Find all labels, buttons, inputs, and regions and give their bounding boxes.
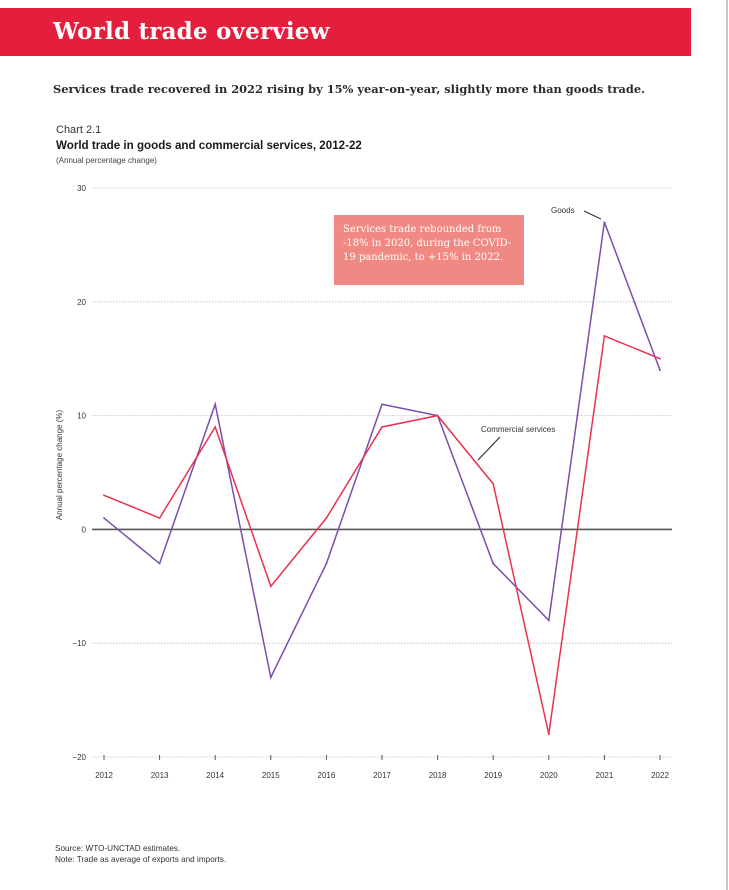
chart-title: World trade in goods and commercial serv… bbox=[56, 139, 362, 152]
chart-subtitle: (Annual percentage change) bbox=[56, 156, 157, 165]
lead-text: Services trade recovered in 2022 rising … bbox=[53, 82, 646, 96]
x-tick-label: 2014 bbox=[206, 771, 224, 780]
y-tick-label: −10 bbox=[72, 639, 86, 648]
goods-point bbox=[158, 562, 161, 565]
goods-series-label: Goods bbox=[551, 206, 575, 215]
commercial-services-point bbox=[158, 517, 161, 519]
x-tick-labels: 2012 2013 2014 2015 2016 2017 2018 2019 2020 2021… bbox=[95, 755, 669, 780]
annotation-box: Services trade rebounded from -18% in 20… bbox=[334, 215, 524, 285]
goods-point bbox=[325, 562, 328, 565]
y-tick-label: 0 bbox=[82, 525, 87, 534]
annotation-text: Services trade rebounded from -18% in 20… bbox=[343, 224, 512, 263]
commercial-services-point bbox=[214, 426, 217, 428]
page-edge bbox=[726, 0, 728, 890]
x-tick-label: 2019 bbox=[484, 771, 502, 780]
header-banner: World trade overview bbox=[0, 8, 691, 56]
y-axis-label: Annual percentage change (%) bbox=[55, 410, 64, 521]
footnote: Note: Trade as average of exports and im… bbox=[55, 855, 227, 864]
x-tick-label: 2017 bbox=[373, 771, 391, 780]
commercial-services-point bbox=[381, 426, 383, 428]
y-tick-labels: 30 20 10 0 −10 −20 bbox=[72, 184, 86, 762]
y-tick-label: 20 bbox=[77, 298, 86, 307]
commercial-services-point bbox=[659, 357, 661, 360]
goods-point bbox=[214, 403, 217, 406]
x-tick-label: 2016 bbox=[318, 771, 336, 780]
y-tick-label: −20 bbox=[72, 753, 86, 762]
commercial-services-point bbox=[547, 733, 550, 736]
commercial-services-point bbox=[103, 494, 105, 497]
services-leader-line bbox=[477, 436, 501, 461]
goods-line bbox=[103, 221, 661, 680]
commercial-services-point bbox=[492, 482, 495, 485]
series-lines bbox=[103, 221, 661, 736]
commercial-services-point bbox=[325, 517, 328, 519]
goods-point bbox=[603, 221, 606, 224]
x-tick-label: 2021 bbox=[596, 771, 614, 780]
commercial-services-line bbox=[103, 334, 661, 735]
y-tick-label: 30 bbox=[77, 184, 86, 193]
services-series-label: Commercial services bbox=[481, 425, 555, 434]
goods-leader-line bbox=[583, 210, 602, 220]
x-tick-label: 2013 bbox=[151, 771, 169, 780]
goods-point bbox=[269, 676, 272, 679]
page-title: World trade overview bbox=[53, 18, 330, 45]
y-tick-label: 10 bbox=[77, 412, 86, 421]
gridlines bbox=[92, 187, 672, 758]
goods-point bbox=[381, 403, 383, 406]
source-note: Source: WTO-UNCTAD estimates. bbox=[55, 844, 181, 853]
x-tick-label: 2020 bbox=[540, 771, 558, 780]
commercial-services-point bbox=[436, 414, 439, 417]
x-tick-label: 2015 bbox=[262, 771, 280, 780]
x-tick-label: 2022 bbox=[651, 771, 669, 780]
x-tick-label: 2012 bbox=[95, 771, 113, 780]
x-tick-label: 2018 bbox=[429, 771, 447, 780]
commercial-services-point bbox=[603, 335, 606, 337]
goods-point bbox=[659, 369, 661, 371]
commercial-services-point bbox=[269, 585, 272, 588]
goods-point bbox=[547, 619, 550, 622]
chart-number: Chart 2.1 bbox=[56, 124, 102, 136]
goods-point bbox=[103, 517, 105, 519]
goods-point bbox=[492, 562, 495, 565]
